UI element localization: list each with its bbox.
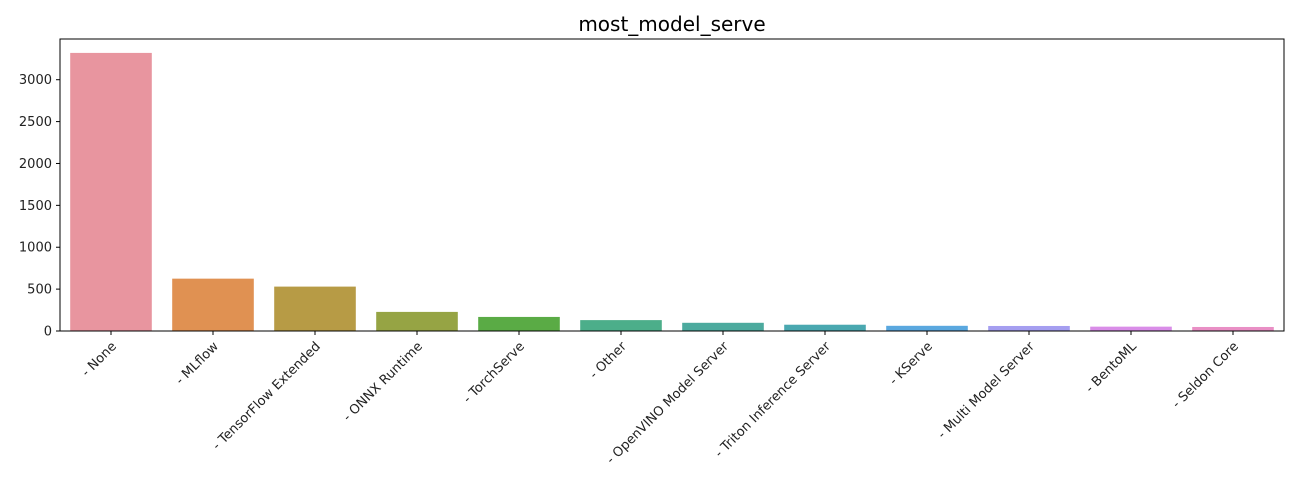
x-tick-label: - TorchServe [460, 339, 527, 406]
bar [70, 52, 152, 332]
y-tick-label: 1000 [19, 241, 52, 256]
bar [376, 311, 458, 331]
x-axis: - None - MLflow - TensorFlow Extended - … [79, 331, 1242, 467]
chart-title: most_model_serve [578, 12, 765, 36]
bars-group [70, 52, 1274, 332]
x-tick-label: - Triton Inference Server [712, 339, 834, 461]
x-tick-label: - KServe [887, 339, 936, 388]
x-tick-label: - Seldon Core [1169, 339, 1241, 411]
bar [1090, 326, 1172, 331]
x-tick-label: - None [79, 339, 120, 380]
x-tick-label: - Other [587, 339, 630, 382]
x-tick-label: - BentoML [1083, 339, 1140, 396]
y-tick-label: 500 [27, 283, 52, 298]
x-tick-label: - OpenVINO Model Server [604, 339, 733, 468]
y-axis: 0 500 1000 1500 2000 2500 3000 [19, 73, 60, 340]
x-tick-label: - ONNX Runtime [340, 339, 425, 424]
y-tick-label: 0 [44, 325, 52, 340]
plot-frame [59, 38, 1285, 332]
x-tick-label: - MLflow [173, 339, 222, 388]
bar [478, 316, 560, 331]
bar [274, 286, 356, 331]
x-tick-label: - TensorFlow Extended [210, 339, 324, 453]
bar [580, 320, 662, 331]
y-tick-label: 3000 [19, 73, 52, 88]
bar [172, 278, 254, 331]
bar [988, 325, 1070, 331]
y-tick-label: 2500 [19, 115, 52, 130]
bar [886, 325, 968, 331]
y-tick-label: 2000 [19, 157, 52, 172]
bar [682, 322, 764, 331]
y-tick-label: 1500 [19, 199, 52, 214]
bar [1192, 326, 1274, 331]
bar [784, 324, 866, 331]
x-tick-label: - Multi Model Server [935, 339, 1038, 442]
